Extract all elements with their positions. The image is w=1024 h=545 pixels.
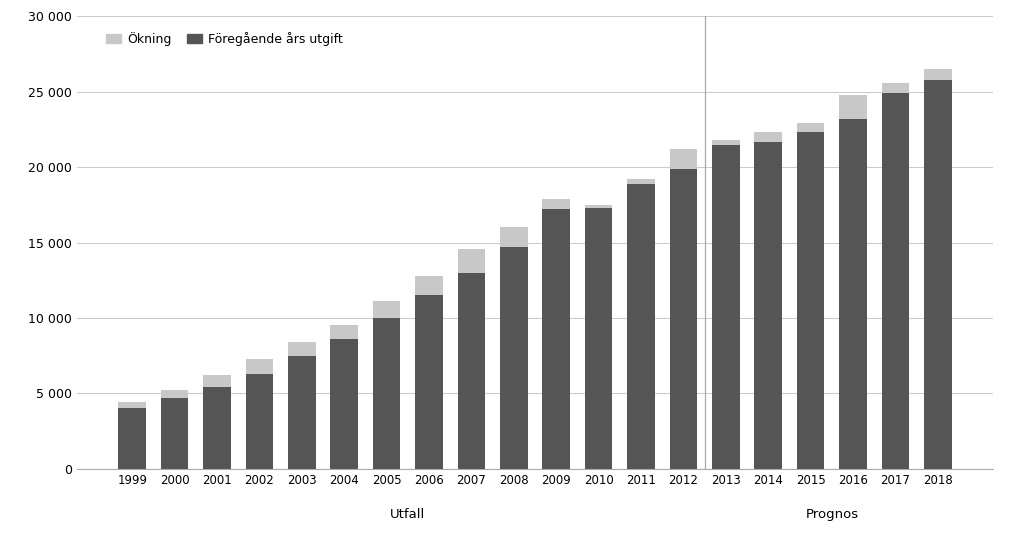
Bar bbox=[924, 69, 951, 80]
Bar bbox=[246, 359, 273, 374]
Bar bbox=[628, 179, 654, 184]
Bar bbox=[755, 142, 782, 469]
Bar bbox=[543, 199, 570, 209]
Bar bbox=[373, 301, 400, 318]
Bar bbox=[670, 168, 697, 469]
Bar bbox=[670, 149, 697, 168]
Bar bbox=[416, 295, 442, 469]
Bar bbox=[882, 93, 909, 469]
Bar bbox=[840, 95, 867, 119]
Bar bbox=[500, 247, 527, 469]
Bar bbox=[331, 325, 358, 339]
Bar bbox=[331, 339, 358, 469]
Bar bbox=[712, 144, 739, 469]
Text: Prognos: Prognos bbox=[805, 507, 858, 520]
Bar bbox=[288, 356, 315, 469]
Bar bbox=[288, 342, 315, 356]
Legend: Ökning, Föregående års utgift: Ökning, Föregående års utgift bbox=[101, 27, 348, 51]
Bar bbox=[203, 375, 230, 387]
Bar bbox=[585, 208, 612, 469]
Bar bbox=[755, 132, 782, 142]
Bar bbox=[203, 387, 230, 469]
Bar bbox=[924, 80, 951, 469]
Bar bbox=[119, 408, 146, 469]
Bar bbox=[458, 272, 485, 469]
Bar bbox=[119, 402, 146, 408]
Text: Utfall: Utfall bbox=[390, 507, 425, 520]
Bar bbox=[797, 123, 824, 132]
Bar bbox=[416, 276, 442, 295]
Bar bbox=[585, 205, 612, 208]
Bar bbox=[458, 249, 485, 272]
Bar bbox=[246, 374, 273, 469]
Bar bbox=[161, 398, 188, 469]
Bar bbox=[840, 119, 867, 469]
Bar bbox=[882, 83, 909, 93]
Bar bbox=[500, 227, 527, 247]
Bar bbox=[797, 132, 824, 469]
Bar bbox=[543, 209, 570, 469]
Bar bbox=[373, 318, 400, 469]
Bar bbox=[628, 184, 654, 469]
Bar bbox=[161, 390, 188, 398]
Bar bbox=[712, 140, 739, 144]
